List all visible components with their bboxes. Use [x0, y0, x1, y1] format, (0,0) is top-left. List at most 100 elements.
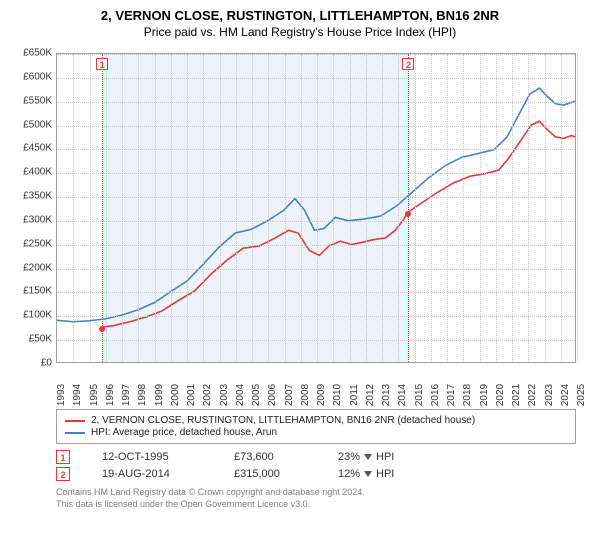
gridline-v: [236, 54, 237, 362]
legend-swatch: [65, 420, 85, 422]
x-tick-label: 2015: [414, 384, 425, 406]
y-tick-label: £450K: [23, 143, 52, 154]
event-date: 12-OCT-1995: [102, 451, 202, 463]
gridline-v: [382, 54, 383, 362]
gridline-h: [57, 269, 575, 270]
event-row-marker: 1: [56, 450, 70, 464]
event-gap-label: HPI: [376, 468, 394, 480]
x-tick-label: 2014: [397, 384, 408, 406]
gridline-v: [447, 54, 448, 362]
gridline-v: [545, 54, 546, 362]
x-tick-label: 2000: [170, 384, 181, 406]
y-tick-label: £550K: [23, 95, 52, 106]
x-tick-label: 1994: [72, 384, 83, 406]
footer-line-1: Contains HM Land Registry data © Crown c…: [56, 487, 576, 499]
x-tick-label: 1998: [137, 384, 148, 406]
event-hpi-gap: 23%HPI: [338, 451, 394, 463]
x-tick-label: 2004: [235, 384, 246, 406]
x-tick-label: 2005: [251, 384, 262, 406]
x-tick-label: 2006: [267, 384, 278, 406]
gridline-v: [155, 54, 156, 362]
gridline-v: [561, 54, 562, 362]
y-tick-label: £350K: [23, 191, 52, 202]
event-guide-line: [102, 54, 103, 362]
series-hpi: [57, 88, 575, 322]
footer-attribution: Contains HM Land Registry data © Crown c…: [56, 487, 576, 510]
y-tick-label: £500K: [23, 119, 52, 130]
gridline-h: [57, 54, 575, 55]
legend-item: 2, VERNON CLOSE, RUSTINGTON, LITTLEHAMPT…: [65, 415, 567, 426]
legend-swatch: [65, 432, 85, 434]
gridline-v: [333, 54, 334, 362]
gridline-v: [528, 54, 529, 362]
x-tick-label: 2025: [576, 384, 587, 406]
event-marker-2: 2: [402, 58, 414, 70]
event-row: 1 12-OCT-1995 £73,600 23%HPI: [56, 450, 576, 464]
x-tick-label: 2017: [446, 384, 457, 406]
gridline-v: [480, 54, 481, 362]
gridline-h: [57, 78, 575, 79]
x-tick-label: 2001: [186, 384, 197, 406]
x-tick-label: 2018: [462, 384, 473, 406]
gridline-v: [187, 54, 188, 362]
gridline-v: [463, 54, 464, 362]
event-row-marker: 2: [56, 467, 70, 481]
gridline-v: [268, 54, 269, 362]
gridline-v: [496, 54, 497, 362]
event-gap-pct: 12%: [338, 468, 360, 480]
x-tick-label: 2022: [527, 384, 538, 406]
event-price: £73,600: [234, 451, 306, 463]
y-tick-label: £150K: [23, 286, 52, 297]
y-tick-label: £650K: [23, 48, 52, 59]
gridline-v: [398, 54, 399, 362]
x-tick-label: 2023: [544, 384, 555, 406]
chart-subtitle: Price paid vs. HM Land Registry's House …: [12, 25, 588, 39]
y-tick-label: £200K: [23, 262, 52, 273]
y-tick-label: £100K: [23, 310, 52, 321]
event-dot-1: [99, 326, 105, 332]
event-date: 19-AUG-2014: [102, 468, 202, 480]
legend-item: HPI: Average price, detached house, Arun: [65, 427, 567, 438]
x-tick-label: 2007: [284, 384, 295, 406]
x-tick-label: 1996: [105, 384, 116, 406]
gridline-v: [90, 54, 91, 362]
gridline-v: [171, 54, 172, 362]
event-price: £315,000: [234, 468, 306, 480]
x-tick-label: 2020: [495, 384, 506, 406]
footer-line-2: This data is licensed under the Open Gov…: [56, 499, 576, 511]
x-tick-label: 2009: [316, 384, 327, 406]
chart-container: 2, VERNON CLOSE, RUSTINGTON, LITTLEHAMPT…: [0, 0, 600, 560]
event-row: 2 19-AUG-2014 £315,000 12% HPI: [56, 467, 576, 481]
gridline-h: [57, 126, 575, 127]
event-guide-line: [408, 54, 409, 362]
event-gap-pct: 23%: [338, 451, 360, 463]
gridline-v: [317, 54, 318, 362]
event-hpi-gap: 12% HPI: [338, 468, 394, 480]
x-tick-label: 2016: [430, 384, 441, 406]
x-tick-label: 2013: [381, 384, 392, 406]
gridline-h: [57, 292, 575, 293]
x-axis-labels: 1993199419951996199719981999200020012002…: [56, 365, 576, 405]
gridline-h: [57, 173, 575, 174]
gridline-v: [301, 54, 302, 362]
x-tick-label: 2003: [219, 384, 230, 406]
gridline-v: [203, 54, 204, 362]
x-tick-label: 1999: [154, 384, 165, 406]
series-price_paid: [102, 121, 575, 327]
chart-area: £0£50K£100K£150K£200K£250K£300K£350K£400…: [12, 45, 588, 405]
x-tick-label: 2019: [479, 384, 490, 406]
y-tick-label: £50K: [29, 334, 52, 345]
gridline-h: [57, 102, 575, 103]
gridline-v: [285, 54, 286, 362]
legend: 2, VERNON CLOSE, RUSTINGTON, LITTLEHAMPT…: [56, 409, 576, 444]
arrow-down-icon: [364, 454, 372, 460]
x-tick-label: 2010: [332, 384, 343, 406]
y-tick-label: £300K: [23, 214, 52, 225]
y-axis-labels: £0£50K£100K£150K£200K£250K£300K£350K£400…: [12, 53, 54, 363]
gridline-h: [57, 197, 575, 198]
y-tick-label: £600K: [23, 71, 52, 82]
gridline-v: [138, 54, 139, 362]
event-marker-1: 1: [96, 58, 108, 70]
x-tick-label: 2008: [300, 384, 311, 406]
gridline-v: [350, 54, 351, 362]
